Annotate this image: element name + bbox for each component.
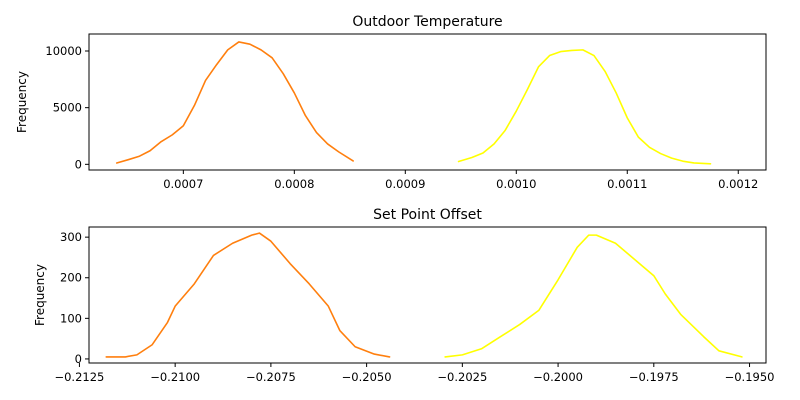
outdoor-temperature-x-tick-label: 0.0009 [385,177,425,191]
set-point-offset-series-2 [444,234,743,358]
outdoor-temperature-title: Outdoor Temperature [352,14,502,30]
outdoor-temperature-x-tick-label: 0.0010 [496,177,536,191]
set-point-offset-x-tick-label: −0.2075 [246,370,296,384]
set-point-offset-y-tick-label: 0 [75,352,82,366]
set-point-offset-y-tick-label: 100 [60,311,82,325]
set-point-offset-x-tick-label: −0.2025 [437,370,487,384]
outdoor-temperature-y-tick-label: 10000 [45,44,82,58]
outdoor-temperature-x-tick-label: 0.0011 [607,177,647,191]
set-point-offset-y-tick-label: 200 [60,271,82,285]
outdoor-temperature-x-tick-label: 0.0008 [274,177,314,191]
set-point-offset-x-tick-label: −0.1975 [629,370,679,384]
set-point-offset-series-1 [105,232,391,358]
set-point-offset-y-axis-label: Frequency [33,264,47,326]
outdoor-temperature-y-tick-label: 5000 [53,101,82,115]
set-point-offset-x-tick-label: −0.1950 [725,370,775,384]
set-point-offset-x-tick-label: −0.2125 [54,370,104,384]
set-point-offset-axes-frame [88,226,767,364]
outdoor-temperature-x-tick-label: 0.0012 [718,177,758,191]
outdoor-temperature-y-tick-label: 0 [75,157,82,171]
outdoor-temperature-series-1 [115,41,354,164]
set-point-offset-y-tick-label: 300 [60,230,82,244]
set-point-offset-panel: −0.2125 −0.2100 −0.2075 −0.2050 −0.2025 −0.20… [33,207,774,384]
set-point-offset-x-tick-label: −0.2000 [533,370,583,384]
set-point-offset-x-tick-label: −0.2100 [150,370,200,384]
outdoor-temperature-y-axis-label: Frequency [15,71,29,133]
outdoor-temperature-panel: 0.0007 0.0008 0.0009 0.0010 0.0011 0.0012 0 500… [15,14,767,191]
set-point-offset-x-tick-label: −0.2050 [342,370,392,384]
set-point-offset-title: Set Point Offset [373,207,482,223]
outdoor-temperature-x-tick-label: 0.0007 [163,177,203,191]
outdoor-temperature-axes-frame [88,33,767,171]
outdoor-temperature-series-2 [457,49,712,165]
